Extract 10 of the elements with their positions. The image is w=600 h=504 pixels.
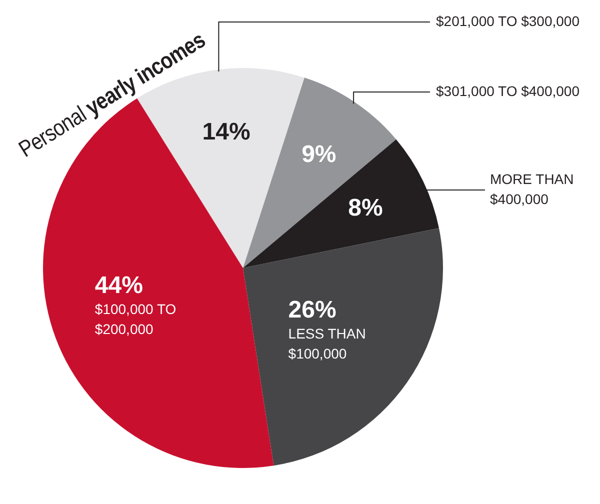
slice-label: MORE THAN $400,000	[490, 170, 574, 207]
data-label: 9%	[302, 140, 336, 168]
data-label: 8%	[348, 194, 383, 222]
slice-label: LESS THAN $100,000	[288, 326, 366, 362]
slice-label: $301,000 TO $400,000	[436, 82, 580, 99]
data-label: 44%	[94, 272, 143, 299]
data-label: 26%	[288, 296, 336, 324]
slice-label: $100,000 TO $200,000	[94, 301, 176, 338]
data-label: 14%	[202, 118, 250, 146]
slice-label: $201,000 TO $300,000	[436, 12, 580, 29]
